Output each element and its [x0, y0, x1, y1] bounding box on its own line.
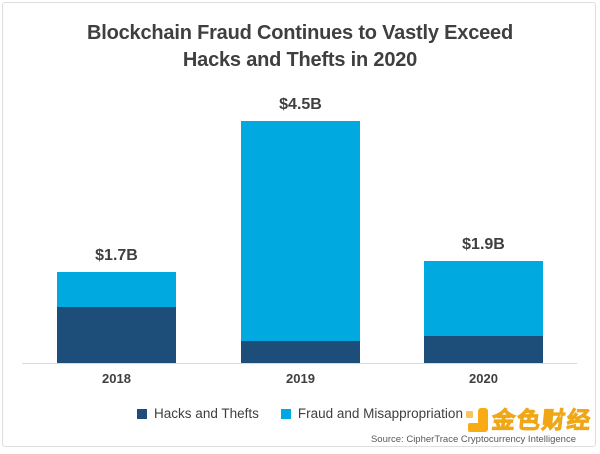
chart-title-line2: Hacks and Thefts in 2020 [182, 49, 418, 71]
bar-category-label-2018: 2018 [102, 371, 131, 386]
bar-segment-fraud-2019 [241, 120, 360, 342]
chart-title-line1: Blockchain Fraud Continues to Vastly Exc… [87, 22, 513, 44]
x-axis-line [22, 363, 577, 364]
legend-swatch-hacks [137, 408, 148, 419]
bar-total-label-2018: $1.7B [95, 246, 138, 264]
legend-swatch-fraud [280, 408, 291, 419]
bar-segment-fraud-2020 [424, 260, 543, 337]
watermark-text: 金色财经 [490, 406, 594, 433]
bar-total-label-2019: $4.5B [279, 95, 322, 113]
bar-segment-hacks-2018 [57, 306, 176, 363]
bar-segment-hacks-2019 [241, 341, 360, 363]
watermark: 金色财经 [466, 406, 594, 433]
bar-segment-fraud-2018 [57, 271, 176, 307]
bar-category-label-2019: 2019 [286, 371, 315, 386]
bar-segment-hacks-2020 [424, 336, 543, 363]
bar-category-label-2020: 2020 [469, 371, 498, 386]
source-credit: Source: CipherTrace Cryptocurrency Intel… [370, 434, 576, 445]
bar-total-label-2020: $1.9B [462, 235, 505, 253]
jinse-finance-logo-icon [466, 408, 488, 432]
legend-item-hacks: Hacks and Thefts [137, 406, 259, 421]
legend-item-fraud: Fraud and Misappropriation [280, 406, 463, 421]
legend: Hacks and Thefts Fraud and Misappropriat… [0, 406, 600, 421]
legend-label-hacks: Hacks and Thefts [154, 406, 259, 421]
legend-label-fraud: Fraud and Misappropriation [297, 406, 463, 421]
chart-title: Blockchain Fraud Continues to Vastly Exc… [0, 20, 600, 74]
